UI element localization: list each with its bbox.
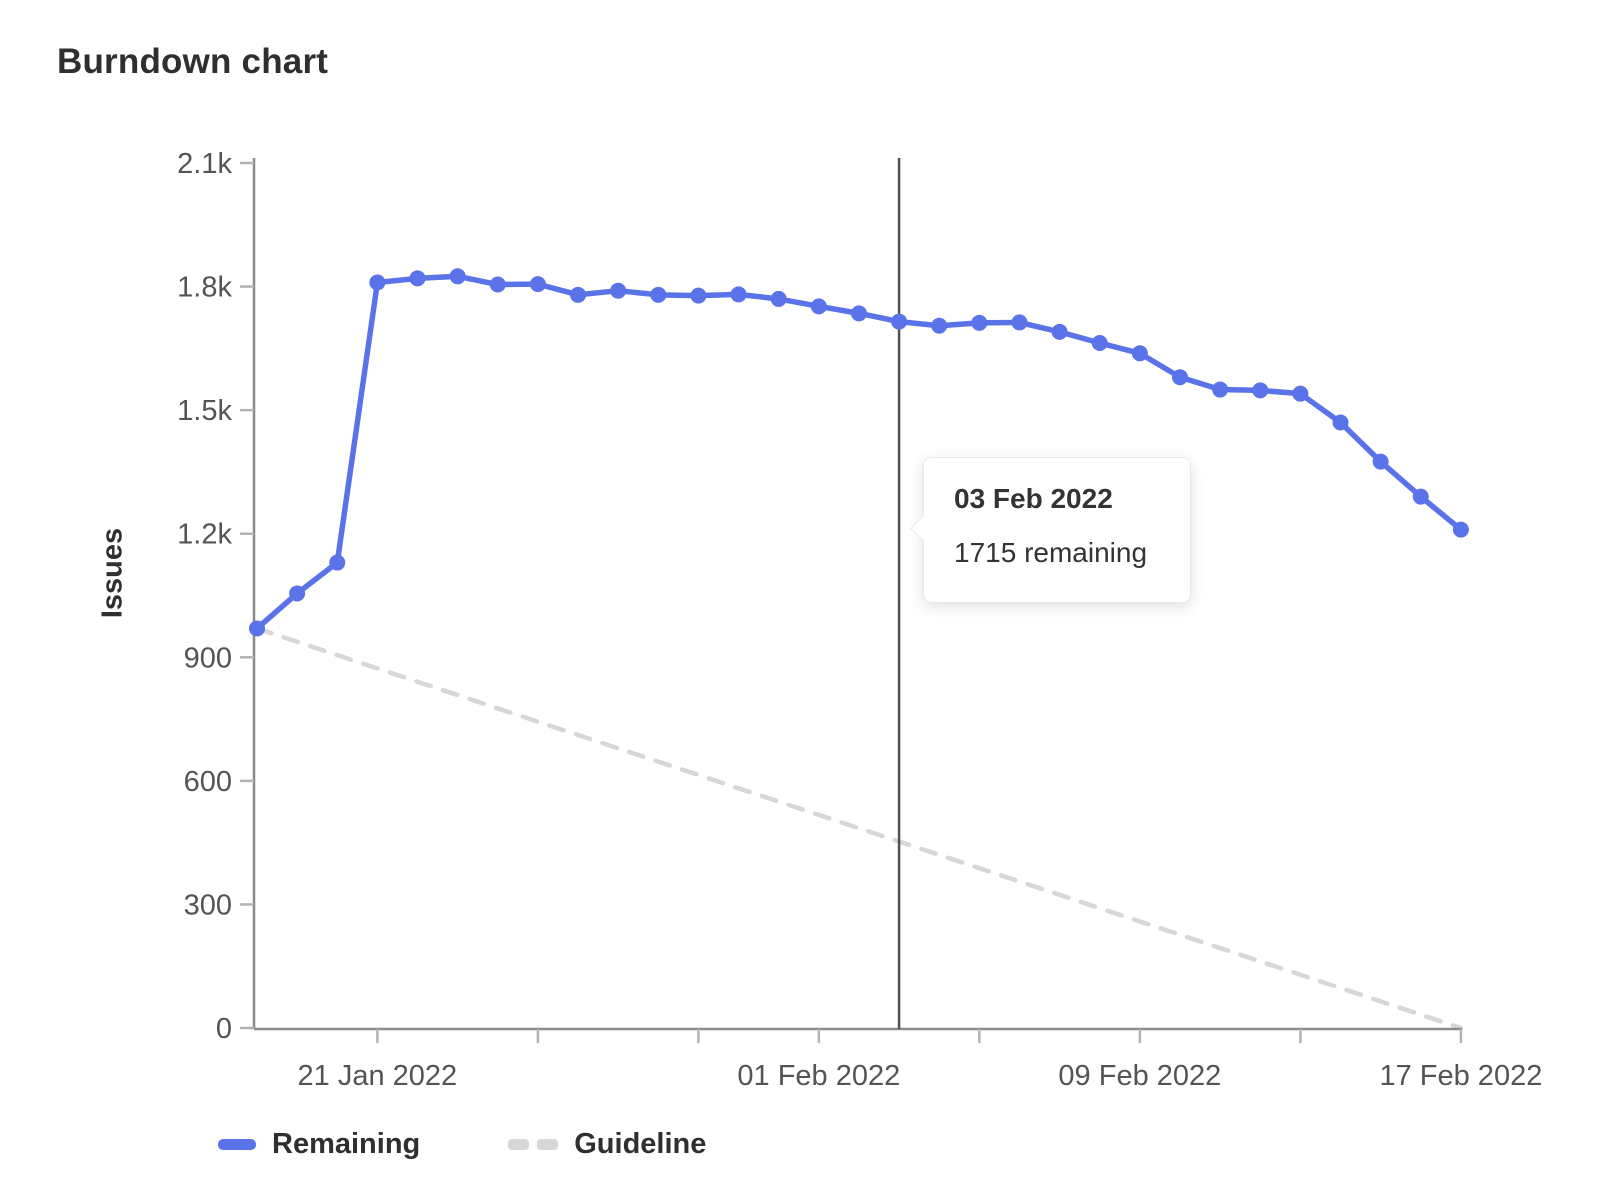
x-tick-label: 17 Feb 2022 xyxy=(1379,1060,1542,1092)
remaining-point[interactable] xyxy=(1452,521,1469,538)
remaining-point[interactable] xyxy=(409,270,426,287)
y-tick-label: 2.1k xyxy=(177,148,232,180)
guideline-series-swatch xyxy=(508,1139,559,1150)
remaining-line xyxy=(254,273,1464,632)
legend-label-remaining: Remaining xyxy=(272,1128,421,1160)
remaining-point[interactable] xyxy=(1292,385,1309,402)
y-tick-label: 1.2k xyxy=(177,519,232,551)
legend-item-guideline[interactable]: Guideline xyxy=(508,1128,706,1161)
remaining-point[interactable] xyxy=(1091,335,1108,352)
remaining-point[interactable] xyxy=(529,276,546,293)
remaining-point[interactable] xyxy=(1212,381,1229,398)
remaining-point[interactable] xyxy=(1252,382,1269,399)
remaining-point[interactable] xyxy=(730,286,747,303)
remaining-point[interactable] xyxy=(570,286,587,303)
remaining-point[interactable] xyxy=(249,620,265,637)
remaining-point[interactable] xyxy=(971,314,988,331)
y-tick-label: 1.8k xyxy=(177,272,232,304)
remaining-point[interactable] xyxy=(931,317,948,334)
remaining-point[interactable] xyxy=(289,585,306,602)
remaining-point[interactable] xyxy=(810,298,827,315)
y-tick-label: 1.5k xyxy=(177,395,232,427)
remaining-point[interactable] xyxy=(1011,314,1028,331)
remaining-point[interactable] xyxy=(650,286,667,303)
legend-item-remaining[interactable]: Remaining xyxy=(218,1128,420,1161)
remaining-point[interactable] xyxy=(449,268,466,285)
y-tick-label: 600 xyxy=(184,766,232,798)
remaining-point[interactable] xyxy=(1131,345,1148,362)
guideline-line xyxy=(254,626,1464,1031)
remaining-point[interactable] xyxy=(329,554,346,571)
remaining-point[interactable] xyxy=(369,274,386,291)
tooltip: 03 Feb 2022 1715 remaining xyxy=(923,457,1191,603)
remaining-series-swatch xyxy=(218,1139,256,1150)
remaining-point[interactable] xyxy=(1332,414,1349,431)
y-tick-label: 900 xyxy=(184,642,232,674)
chart-title: Burndown chart xyxy=(57,42,329,81)
y-tick-label: 300 xyxy=(184,889,232,921)
remaining-point[interactable] xyxy=(891,313,908,330)
remaining-point[interactable] xyxy=(1051,323,1068,340)
remaining-point[interactable] xyxy=(690,287,707,304)
legend: Remaining Guideline xyxy=(218,1128,706,1161)
x-tick-label: 01 Feb 2022 xyxy=(737,1060,900,1092)
y-tick-label: 0 xyxy=(216,1013,232,1045)
tooltip-value: 1715 remaining xyxy=(954,537,1148,568)
remaining-point[interactable] xyxy=(1171,369,1188,386)
x-tick-label: 21 Jan 2022 xyxy=(298,1060,458,1092)
x-tick-label: 09 Feb 2022 xyxy=(1058,1060,1221,1092)
remaining-point[interactable] xyxy=(1372,453,1389,470)
remaining-point[interactable] xyxy=(850,305,867,322)
legend-label-guideline: Guideline xyxy=(574,1128,707,1160)
remaining-point[interactable] xyxy=(489,276,506,293)
remaining-point[interactable] xyxy=(770,290,787,307)
remaining-point[interactable] xyxy=(1412,488,1429,505)
tooltip-date: 03 Feb 2022 xyxy=(954,483,1113,514)
remaining-point[interactable] xyxy=(610,282,627,299)
